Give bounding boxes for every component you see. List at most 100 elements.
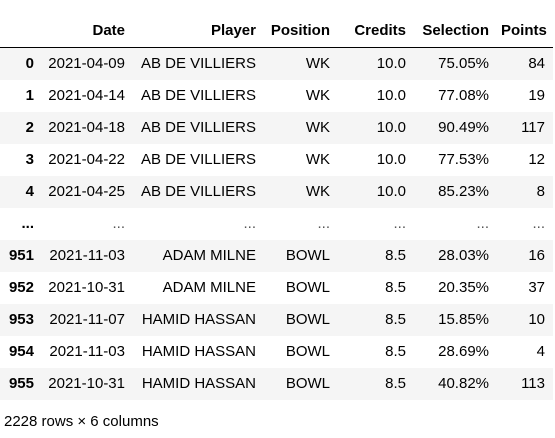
cell-selection: 85.23%: [438, 183, 489, 200]
row-index: 0: [25, 55, 34, 73]
cell-points: 113: [521, 375, 545, 392]
cell-player: ADAM MILNE: [162, 279, 256, 296]
cell-player: HAMID HASSAN: [141, 343, 256, 360]
header-row: Date Player Position Credits Selection P…: [0, 14, 553, 48]
cell-points: 19: [528, 87, 545, 104]
cell-player: ADAM MILNE: [162, 247, 256, 264]
cell-credits: 10.0: [376, 183, 406, 200]
cell-credits: 8.5: [385, 343, 406, 360]
cell-player: AB DE VILLIERS: [140, 183, 256, 200]
table-row: 954 2021-11-03 HAMID HASSAN BOWL 8.5 28.69% 4: [0, 335, 553, 368]
row-index: 1: [25, 87, 34, 104]
cell-points: 84: [528, 55, 545, 73]
table-body: 0 2021-04-09 AB DE VILLIERS WK 10.0 75.05% 84 1…: [0, 47, 553, 400]
cell-date: 2021-10-31: [48, 279, 125, 296]
table-row: 955 2021-10-31 HAMID HASSAN BOWL 8.5 40.82% 11…: [0, 367, 553, 400]
cell-player: AB DE VILLIERS: [140, 55, 256, 73]
cell-selection: 77.08%: [438, 87, 489, 104]
cell-points: 8: [536, 183, 545, 200]
cell-player: HAMID HASSAN: [141, 375, 256, 392]
column-header-date: Date: [42, 14, 133, 48]
cell-points: 117: [521, 119, 545, 136]
cell-position: BOWL: [285, 311, 330, 328]
cell-points: 12: [528, 151, 545, 168]
row-index: 953: [8, 311, 34, 328]
table-row: 2 2021-04-18 AB DE VILLIERS WK 10.0 90.49% 117: [0, 111, 553, 144]
cell-selection: 28.03%: [438, 247, 489, 264]
cell-credits: 8.5: [385, 375, 406, 392]
cell-date: 2021-04-09: [48, 55, 125, 73]
cell-selection: 28.69%: [438, 343, 489, 360]
row-index: 955: [8, 375, 34, 392]
cell-player: AB DE VILLIERS: [140, 87, 256, 104]
cell-position: WK: [305, 119, 330, 136]
dataframe-table: Date Player Position Credits Selection P…: [0, 14, 553, 400]
column-header-points: Points: [497, 14, 553, 48]
cell-date: 2021-04-14: [48, 87, 125, 104]
row-index: 3: [25, 151, 34, 168]
cell-date: ...: [112, 215, 125, 232]
row-index: 954: [8, 343, 34, 360]
cell-credits: 10.0: [376, 151, 406, 168]
cell-date: 2021-04-22: [48, 151, 125, 168]
table-row: 1 2021-04-14 AB DE VILLIERS WK 10.0 77.08% 19: [0, 79, 553, 112]
row-index: 2: [25, 119, 34, 136]
table-row: 0 2021-04-09 AB DE VILLIERS WK 10.0 75.05% 84: [0, 47, 553, 80]
cell-position: WK: [305, 87, 330, 104]
cell-player: AB DE VILLIERS: [140, 119, 256, 136]
row-index: 951: [8, 247, 34, 264]
cell-points: 16: [528, 247, 545, 264]
cell-credits: 8.5: [385, 311, 406, 328]
column-header-credits: Credits: [338, 14, 414, 48]
cell-credits: 8.5: [385, 279, 406, 296]
cell-selection: 90.49%: [438, 119, 489, 136]
cell-date: 2021-11-07: [49, 311, 125, 328]
cell-date: 2021-11-03: [49, 247, 125, 264]
cell-position: BOWL: [285, 279, 330, 296]
cell-date: 2021-10-31: [48, 375, 125, 392]
column-header-position: Position: [264, 14, 338, 48]
cell-date: 2021-04-25: [48, 183, 125, 200]
cell-credits: 10.0: [376, 119, 406, 136]
column-header-player: Player: [133, 14, 264, 48]
cell-position: WK: [305, 151, 330, 168]
table-row: 952 2021-10-31 ADAM MILNE BOWL 8.5 20.35% 37: [0, 271, 553, 304]
row-index: ...: [21, 215, 34, 232]
table-row: 3 2021-04-22 AB DE VILLIERS WK 10.0 77.53% 12: [0, 143, 553, 176]
row-index: 4: [25, 183, 34, 200]
cell-position: WK: [305, 55, 330, 73]
cell-selection: ...: [476, 215, 489, 232]
column-header-selection: Selection: [414, 14, 497, 48]
cell-points: 4: [536, 343, 545, 360]
cell-credits: 10.0: [376, 55, 406, 73]
cell-points: ...: [532, 215, 545, 232]
table-row: 951 2021-11-03 ADAM MILNE BOWL 8.5 28.03% 16: [0, 239, 553, 272]
cell-credits: ...: [393, 215, 406, 232]
cell-position: WK: [305, 183, 330, 200]
ellipsis-row: .....................: [0, 207, 553, 240]
row-index: 952: [8, 279, 34, 296]
cell-selection: 77.53%: [438, 151, 489, 168]
cell-selection: 15.85%: [438, 311, 489, 328]
table-row: 953 2021-11-07 HAMID HASSAN BOWL 8.5 15.85% 10: [0, 303, 553, 336]
cell-selection: 40.82%: [438, 375, 489, 392]
cell-position: BOWL: [285, 247, 330, 264]
cell-player: ...: [243, 215, 256, 232]
cell-player: HAMID HASSAN: [141, 311, 256, 328]
cell-player: AB DE VILLIERS: [140, 151, 256, 168]
cell-position: ...: [317, 215, 330, 232]
cell-credits: 10.0: [376, 87, 406, 104]
dataframe-container: Date Player Position Credits Selection P…: [0, 14, 555, 400]
cell-position: BOWL: [285, 375, 330, 392]
cell-points: 10: [528, 311, 545, 328]
table-header: Date Player Position Credits Selection P…: [0, 14, 553, 48]
cell-selection: 75.05%: [438, 55, 489, 73]
cell-date: 2021-04-18: [48, 119, 125, 136]
dataframe-shape-footer: 2228 rows × 6 columns: [4, 413, 159, 430]
cell-points: 37: [528, 279, 545, 296]
cell-date: 2021-11-03: [49, 343, 125, 360]
index-header: [0, 14, 42, 48]
cell-credits: 8.5: [385, 247, 406, 264]
cell-position: BOWL: [285, 343, 330, 360]
cell-selection: 20.35%: [438, 279, 489, 296]
